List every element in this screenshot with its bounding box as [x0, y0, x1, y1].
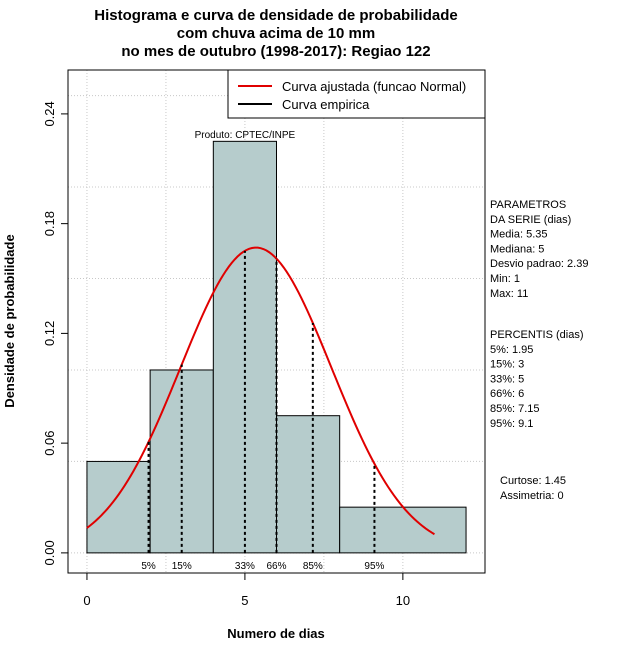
stats-line-0: Curtose: 1.45 [500, 475, 566, 487]
percentis-line-5: 85%: 7.15 [490, 403, 540, 415]
percentis-line-1: 5%: 1.95 [490, 344, 533, 356]
percentis-line-2: 15%: 3 [490, 359, 524, 371]
stats-line-1: Assimetria: 0 [500, 490, 564, 502]
histogram-bar-0 [86, 460, 151, 554]
y-tick-label-2: 0.12 [42, 321, 57, 346]
y-tick-label-0: 0.00 [42, 540, 57, 565]
legend-label-0: Curva ajustada (funcao Normal) [282, 79, 466, 94]
y-tick-label-1: 0.06 [42, 430, 57, 455]
percentis-line-6: 95%: 9.1 [490, 418, 533, 430]
histogram-bar-3 [276, 415, 341, 554]
chart-title-line-3: no mes de outubro (1998-2017): Regiao 12… [121, 43, 430, 60]
x-tick-label-1: 5 [241, 593, 248, 608]
chart-title-line-1: Histograma e curva de densidade de proba… [94, 7, 457, 24]
percentile-label-85: 85% [303, 561, 323, 572]
percentis-line-0: PERCENTIS (dias) [490, 329, 584, 341]
parametros-line-6: Max: 11 [490, 288, 528, 300]
parametros-line-3: Mediana: 5 [490, 243, 544, 255]
x-tick-label-0: 0 [83, 593, 90, 608]
chart-title-line-2: com chuva acima de 10 mm [177, 25, 375, 42]
normal-fit-curve [86, 246, 435, 536]
x-axis-title: Numero de dias [227, 626, 325, 641]
percentis-line-4: 66%: 6 [490, 388, 524, 400]
parametros-line-0: PARAMETROS [490, 199, 566, 211]
percentile-label-33: 33% [235, 561, 255, 572]
product-annotation: Produto: CPTEC/INPE [195, 130, 296, 141]
histogram-bar-4 [339, 506, 467, 554]
y-tick-label-3: 0.18 [42, 211, 57, 236]
percentile-label-15: 15% [172, 561, 192, 572]
parametros-line-4: Desvio padrao: 2.39 [490, 258, 588, 270]
y-tick-label-4: 0.24 [42, 101, 57, 126]
legend-box [227, 69, 486, 119]
percentile-label-95: 95% [364, 561, 384, 572]
parametros-line-1: DA SERIE (dias) [490, 214, 571, 226]
parametros-line-2: Media: 5.35 [490, 229, 547, 241]
parametros-line-5: Min: 1 [490, 273, 520, 285]
x-tick-label-2: 10 [396, 593, 410, 608]
percentile-label-66: 66% [266, 561, 286, 572]
percentile-label-5: 5% [141, 561, 156, 572]
y-axis-title: Densidade de probabilidade [2, 234, 17, 407]
legend-label-1: Curva empirica [282, 97, 370, 112]
percentis-line-3: 33%: 5 [490, 373, 524, 385]
